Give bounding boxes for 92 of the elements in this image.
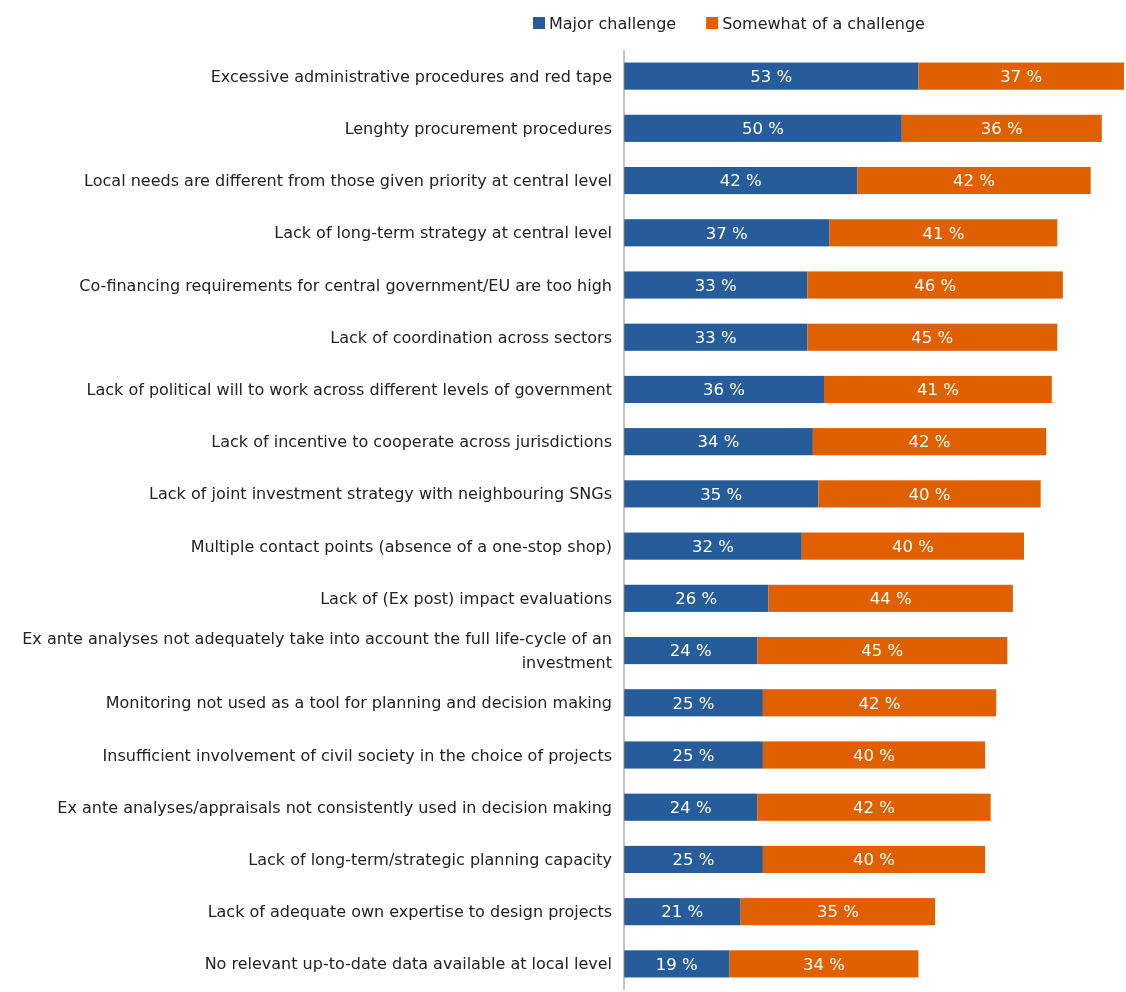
bar xyxy=(624,636,758,665)
bar xyxy=(824,375,1052,404)
data-label: 44 % xyxy=(869,589,912,609)
y-tick-label: Insufficient involvement of civil society in the choice of projects xyxy=(102,745,612,765)
legend-label: Somewhat of a challenge xyxy=(722,13,925,33)
bar xyxy=(818,480,1041,508)
y-tick-label: Lack of political will to work across different levels of government xyxy=(86,380,612,400)
bar xyxy=(901,114,1102,142)
data-label: 36 % xyxy=(703,380,745,400)
y-tick-label: Lack of joint investment strategy with neighbouring SNGs xyxy=(149,484,612,504)
data-label: 42 % xyxy=(953,171,995,191)
bar xyxy=(624,114,902,142)
bar xyxy=(624,584,769,612)
data-label: 33 % xyxy=(694,328,737,347)
data-label: 42 % xyxy=(908,432,951,452)
bar xyxy=(624,271,808,299)
bar xyxy=(918,62,1124,90)
bar xyxy=(829,219,1058,247)
data-label: 41 % xyxy=(922,223,965,243)
bar xyxy=(757,793,991,821)
data-label: 50 % xyxy=(741,119,784,139)
bar xyxy=(624,428,813,456)
y-tick-label: Co-financing requirements for central government/EU are too high xyxy=(79,275,612,295)
data-label: 21 % xyxy=(661,902,704,922)
bar xyxy=(624,166,858,195)
data-label: 25 % xyxy=(672,693,715,713)
bar xyxy=(768,584,1013,612)
data-label: 33 % xyxy=(694,275,737,295)
y-tick-label: No relevant up-to-date data available at local level xyxy=(204,954,612,974)
y-tick-label: Lack of coordination across sectors xyxy=(330,327,612,347)
bar xyxy=(624,219,830,247)
data-label: 40 % xyxy=(891,536,934,556)
data-label: 40 % xyxy=(853,745,895,765)
data-label: 35 % xyxy=(700,484,743,504)
bar xyxy=(624,62,919,90)
data-label: 41 % xyxy=(916,380,959,400)
data-label: 37 % xyxy=(1000,66,1043,86)
y-tick-label: Lack of (Ex post) impact evaluations xyxy=(320,588,612,608)
data-label: 19 % xyxy=(655,954,698,974)
y-tick-label: Excessive administrative procedures and red tape xyxy=(210,66,612,86)
y-tick-label: Lack of long-term/strategic planning capacity xyxy=(248,850,612,870)
y-tick-label: Ex ante analyses/appraisals not consistently used in decision making xyxy=(57,797,612,817)
data-label: 37 % xyxy=(705,223,748,243)
bar xyxy=(624,532,802,560)
bar xyxy=(762,689,997,717)
data-label: 46 % xyxy=(914,275,957,295)
y-tick-label: Lack of long-term strategy at central level xyxy=(274,223,612,243)
bar xyxy=(624,323,808,351)
y-tick-label: Monitoring not used as a tool for planning and decision making xyxy=(105,693,612,713)
bar xyxy=(624,375,824,404)
bar xyxy=(624,845,763,874)
y-tick-label: Lack of adequate own expertise to design projects xyxy=(207,902,612,922)
data-label: 24 % xyxy=(669,641,712,661)
bar xyxy=(624,898,741,926)
y-tick-label: Multiple contact points (absence of a one-stop shop) xyxy=(190,536,612,556)
data-label: 34 % xyxy=(803,954,845,974)
data-label: 45 % xyxy=(911,328,954,347)
bar xyxy=(807,271,1063,299)
data-label: 40 % xyxy=(908,484,951,504)
data-label: 35 % xyxy=(816,902,859,922)
data-label: 45 % xyxy=(861,641,904,661)
bar xyxy=(624,793,758,821)
data-label: 42 % xyxy=(853,798,895,817)
bar xyxy=(624,741,763,769)
data-label: 32 % xyxy=(691,536,734,556)
bar xyxy=(729,950,919,978)
data-label: 25 % xyxy=(672,850,715,870)
data-label: 40 % xyxy=(853,850,895,870)
bar xyxy=(807,323,1058,351)
bar xyxy=(740,898,936,926)
bar xyxy=(801,532,1024,560)
bar xyxy=(812,428,1047,456)
y-tick-label: Lack of incentive to cooperate across jurisdictions xyxy=(211,432,612,452)
bar xyxy=(762,845,986,874)
bar xyxy=(857,166,1091,195)
data-label: 36 % xyxy=(980,119,1023,139)
data-label: 24 % xyxy=(669,798,712,817)
y-tick-label: Ex ante analyses not adequately take into account the full life-cycle of an investment xyxy=(22,629,612,673)
bar xyxy=(762,741,986,769)
data-label: 42 % xyxy=(858,693,901,713)
bar xyxy=(624,689,763,717)
legend-label: Major challenge xyxy=(549,13,677,33)
data-label: 26 % xyxy=(675,589,718,609)
data-label: 53 % xyxy=(750,66,793,86)
bar xyxy=(624,480,819,508)
bar xyxy=(624,950,730,978)
y-tick-label: Local needs are different from those given priority at central level xyxy=(84,171,612,191)
data-label: 25 % xyxy=(672,745,715,765)
y-tick-label: Lenghty procurement procedures xyxy=(344,118,612,138)
data-label: 34 % xyxy=(697,432,740,452)
data-label: 42 % xyxy=(719,171,762,191)
bar xyxy=(757,636,1008,665)
